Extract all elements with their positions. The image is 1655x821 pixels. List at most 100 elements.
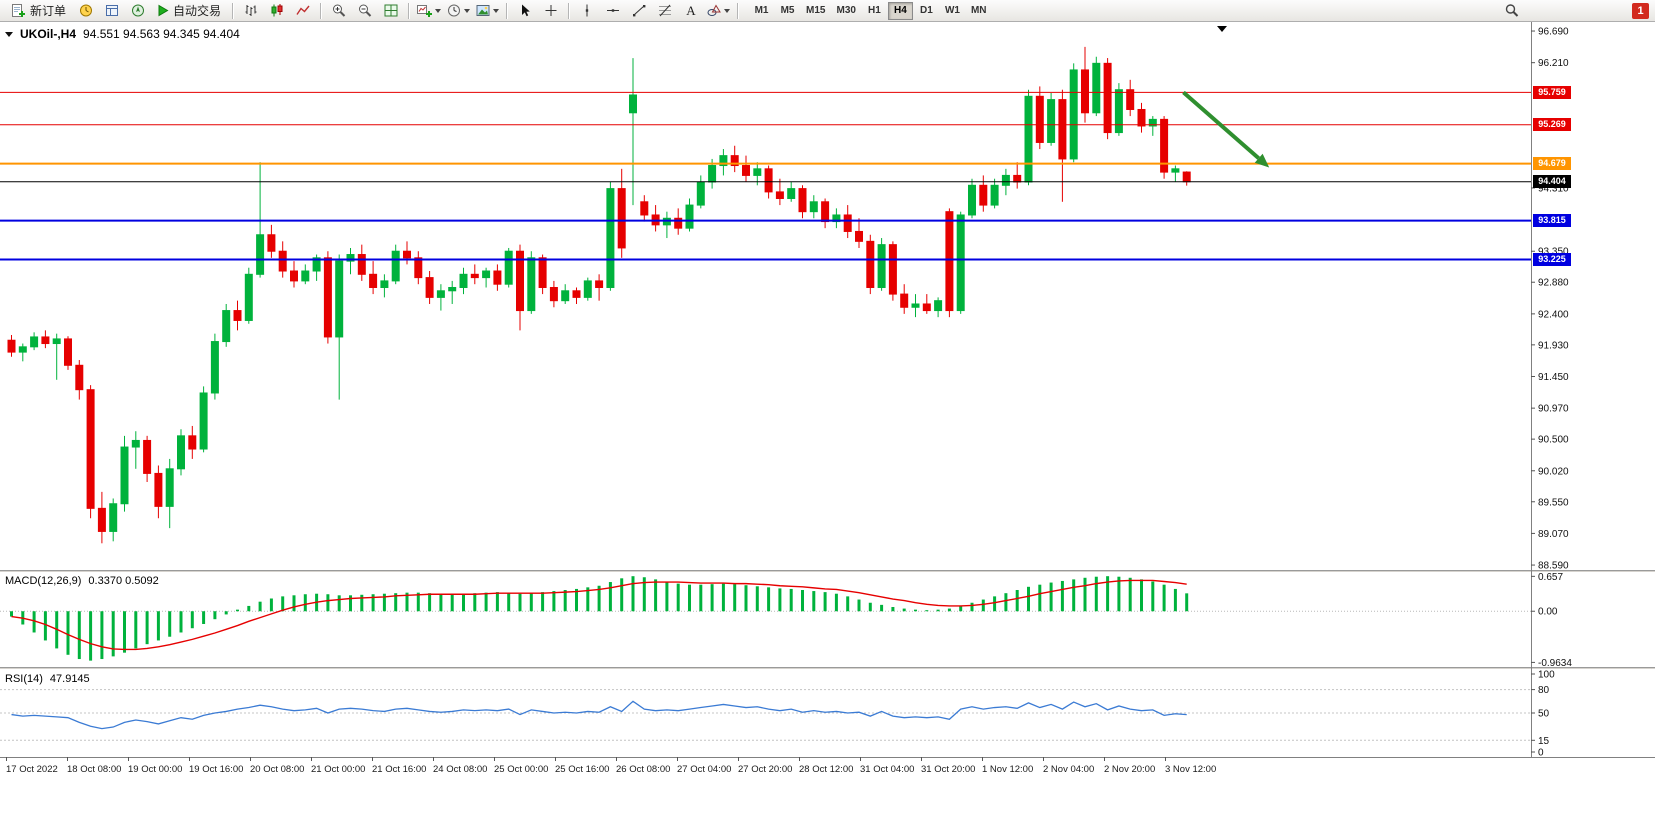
panel-separator[interactable]: [0, 667, 1655, 670]
macd-values-label: 0.3370 0.5092: [88, 575, 159, 587]
periods-clock-icon: [446, 3, 462, 18]
timeframe-button-M30[interactable]: M30: [831, 2, 860, 20]
svg-text:3 Nov 12:00: 3 Nov 12:00: [1165, 764, 1216, 775]
svg-text:0.00: 0.00: [1538, 607, 1558, 618]
svg-text:94.310: 94.310: [1538, 183, 1569, 194]
svg-text:89.550: 89.550: [1538, 497, 1569, 508]
svg-text:20 Oct 08:00: 20 Oct 08:00: [250, 764, 304, 775]
candlestick-chart-icon[interactable]: [264, 0, 289, 22]
svg-text:1 Nov 12:00: 1 Nov 12:00: [982, 764, 1033, 775]
tile-windows-icon[interactable]: [378, 0, 403, 22]
macd-indicator-label: MACD(12,26,9) 0.3370 0.5092: [5, 575, 159, 587]
chart-collapse-icon[interactable]: [5, 31, 13, 41]
horizontal-levels-layer[interactable]: [0, 91, 1531, 261]
text-tool-icon[interactable]: A: [678, 0, 703, 22]
svg-text:92.400: 92.400: [1538, 309, 1569, 320]
svg-text:21 Oct 16:00: 21 Oct 16:00: [372, 764, 426, 775]
rsi-line: [11, 700, 1187, 730]
dropdown-caret-icon: [724, 9, 731, 16]
toolbar-separator: [737, 2, 739, 19]
candlesticks-layer: [7, 46, 1191, 544]
vertical-line-tool-icon[interactable]: [574, 0, 599, 22]
navigator-icon[interactable]: [125, 0, 150, 22]
trend-arrow[interactable]: [1182, 90, 1260, 160]
timeframe-button-M15[interactable]: M15: [801, 2, 830, 20]
svg-text:2 Nov 04:00: 2 Nov 04:00: [1043, 764, 1094, 775]
zoom-out-icon[interactable]: [352, 0, 377, 22]
autotrade-button[interactable]: 自动交易: [151, 1, 227, 21]
bar-chart-icon[interactable]: [238, 0, 263, 22]
svg-text:100: 100: [1538, 670, 1555, 681]
timeframe-button-M5[interactable]: M5: [775, 2, 800, 20]
timeframe-button-M1[interactable]: M1: [749, 2, 774, 20]
svg-text:80: 80: [1538, 685, 1550, 696]
timeframe-button-H4[interactable]: H4: [887, 1, 913, 20]
macd-name-label: MACD(12,26,9): [5, 575, 82, 587]
toolbar-separator: [568, 2, 570, 19]
autotrade-play-icon: [157, 4, 169, 17]
dropdown-caret-icon: [493, 9, 500, 16]
svg-text:96.690: 96.690: [1538, 27, 1569, 38]
symbol-period-label: UKOil-,H4: [20, 27, 77, 41]
rsi-value-label: 47.9145: [49, 673, 90, 685]
shift-marker-icon[interactable]: [1217, 26, 1227, 32]
toolbar-separator: [232, 2, 234, 19]
templates-button[interactable]: [473, 1, 501, 21]
timeframe-button-D1[interactable]: D1: [914, 2, 939, 20]
horizontal-line-tool-icon[interactable]: [600, 0, 625, 22]
templates-icon: [475, 3, 491, 18]
panel-separator[interactable]: [0, 570, 1655, 573]
shapes-button[interactable]: [704, 1, 732, 21]
svg-text:-0.9634: -0.9634: [1538, 658, 1572, 669]
svg-text:93.350: 93.350: [1538, 247, 1569, 258]
periods-button[interactable]: [444, 1, 472, 21]
search-icon[interactable]: [1499, 0, 1524, 22]
svg-text:90.970: 90.970: [1538, 404, 1569, 415]
new-chart-icon: [416, 3, 433, 18]
notification-badge[interactable]: 1: [1632, 2, 1649, 19]
svg-text:26 Oct 08:00: 26 Oct 08:00: [616, 764, 670, 775]
timeframe-toolbar: M1 M5 M15 M30 H1 H4 D1 W1 MN: [749, 1, 992, 20]
cursor-icon[interactable]: [512, 0, 537, 22]
crosshair-icon[interactable]: [538, 0, 563, 22]
timeframe-button-MN[interactable]: MN: [966, 2, 992, 20]
svg-text:88.590: 88.590: [1538, 561, 1569, 572]
dropdown-caret-icon: [435, 9, 442, 16]
main-toolbar: 新订单 自动交易 A M1 M5 M15 M30 H1 H4 D1 W1 MN 1: [0, 0, 1655, 22]
svg-text:50: 50: [1538, 709, 1550, 720]
svg-text:27 Oct 04:00: 27 Oct 04:00: [677, 764, 731, 775]
market-watch-icon[interactable]: [73, 0, 98, 22]
rsi-indicator-label: RSI(14) 47.9145: [5, 673, 90, 685]
new-order-icon: [10, 3, 26, 18]
toolbar-separator: [408, 2, 410, 19]
price-chart[interactable]: 96.690 96.210 94.310 93.350 92.880 92.400 91.9…: [0, 22, 1655, 821]
timeframe-button-H1[interactable]: H1: [862, 2, 887, 20]
svg-text:90.020: 90.020: [1538, 466, 1569, 477]
svg-text:31 Oct 20:00: 31 Oct 20:00: [921, 764, 975, 775]
trend-line-tool-icon[interactable]: [626, 0, 651, 22]
rsi-name-label: RSI(14): [5, 673, 43, 685]
timeframe-button-W1[interactable]: W1: [940, 2, 965, 20]
svg-text:15: 15: [1538, 736, 1550, 747]
macd-signal-line: [11, 579, 1187, 651]
fibonacci-tool-icon[interactable]: [652, 0, 677, 22]
svg-text:19 Oct 16:00: 19 Oct 16:00: [189, 764, 243, 775]
toolbar-separator: [320, 2, 322, 19]
line-chart-icon[interactable]: [290, 0, 315, 22]
data-window-icon[interactable]: [99, 0, 124, 22]
svg-text:91.930: 91.930: [1538, 340, 1569, 351]
price-badge-94.404: 94.404: [1533, 175, 1571, 189]
new-chart-button[interactable]: [414, 1, 443, 21]
price-badge-93.225: 93.225: [1533, 252, 1571, 266]
svg-text:24 Oct 08:00: 24 Oct 08:00: [433, 764, 487, 775]
autotrade-label: 自动交易: [173, 4, 222, 18]
svg-text:90.500: 90.500: [1538, 435, 1569, 446]
toolbar-separator: [506, 2, 508, 19]
svg-text:0: 0: [1538, 748, 1544, 759]
zoom-in-icon[interactable]: [326, 0, 351, 22]
price-axis: 96.690 96.210 94.310 93.350 92.880 92.400 91.9…: [1531, 27, 1572, 759]
svg-text:28 Oct 12:00: 28 Oct 12:00: [799, 764, 853, 775]
new-order-button[interactable]: 新订单: [4, 1, 72, 21]
svg-text:2 Nov 20:00: 2 Nov 20:00: [1104, 764, 1155, 775]
svg-text:0.657: 0.657: [1538, 572, 1563, 583]
